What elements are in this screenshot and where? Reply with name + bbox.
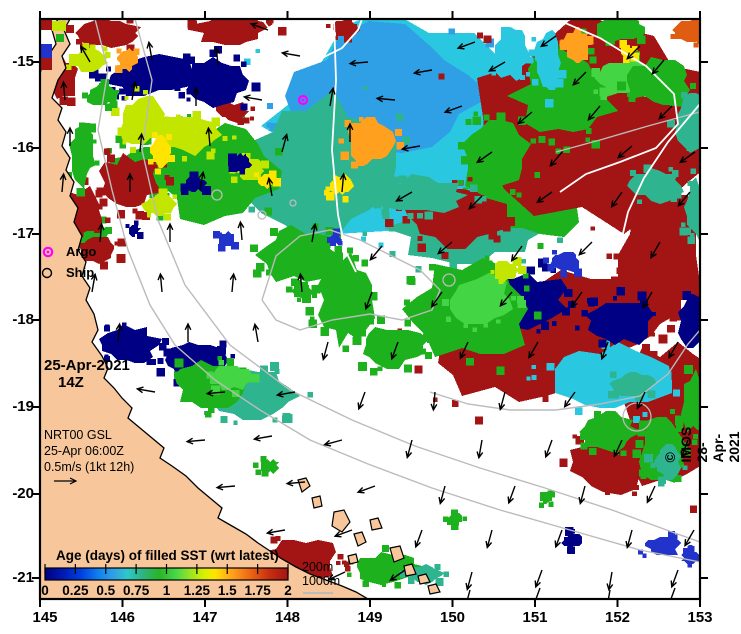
lon-tick-label: 145 xyxy=(32,609,58,626)
lat-tick-label: -16 xyxy=(12,139,34,156)
vector-scale-label: 0.5m/s (1kt 12h) xyxy=(44,460,135,474)
model-time-label: 25-Apr 06:00Z xyxy=(44,444,124,458)
lon-tick-label: 149 xyxy=(357,609,383,626)
depth-1000m-label: 1000m xyxy=(302,574,341,588)
land-layer xyxy=(41,20,441,598)
colorbar-tick-label: 2 xyxy=(284,583,292,598)
vector-scale-arrow xyxy=(54,477,78,485)
colorbar-title: Age (days) of filled SST (wrt latest) xyxy=(56,548,279,563)
lon-tick-label: 146 xyxy=(109,609,136,626)
lon-tick-label: 148 xyxy=(274,609,301,626)
argo-float-marker xyxy=(297,94,309,106)
lat-tick-label: -21 xyxy=(12,569,34,586)
sst-age-pixels-layer xyxy=(41,20,699,589)
map-layers xyxy=(41,20,699,598)
lat-tick-label: -17 xyxy=(12,225,34,242)
model-name-label: NRT00 GSL xyxy=(44,428,112,442)
axis-ticks xyxy=(32,11,708,607)
lat-tick-label: -15 xyxy=(12,53,34,70)
depth-200m-label: 200m xyxy=(302,560,334,574)
analysis-hour-label: 14Z xyxy=(58,374,84,391)
lon-tick-label: 152 xyxy=(604,609,631,626)
lon-tick-label: 151 xyxy=(522,609,548,626)
lat-tick-label: -18 xyxy=(12,311,34,328)
lon-tick-label: 147 xyxy=(192,609,218,626)
colorbar-tick-label: 1.5 xyxy=(217,583,237,598)
bathymetry-contours-layer xyxy=(94,20,699,563)
imos-watermark: © IMOS 28-Apr-2021 14:17 Hobart xyxy=(662,426,741,463)
colorbar-tick-label: 1.25 xyxy=(183,583,211,598)
colorbar-tick-label: 0 xyxy=(41,583,49,598)
lat-tick-label: -19 xyxy=(12,398,34,415)
colorbar xyxy=(44,564,289,581)
analysis-date-label: 25-Apr-2021 xyxy=(44,357,130,374)
argo-legend-label: Argo xyxy=(66,244,97,259)
colorbar-tick-label: 0.75 xyxy=(122,583,150,598)
lat-tick-label: -20 xyxy=(12,485,34,502)
ship-legend-label: Ship xyxy=(66,265,95,280)
current-vectors-layer xyxy=(59,22,696,598)
colorbar-tick-label: 1.75 xyxy=(244,583,271,598)
colorbar-tick-label: 0.25 xyxy=(62,583,89,598)
colorbar-tick-label: 1 xyxy=(162,583,171,598)
lon-tick-label: 150 xyxy=(439,609,466,626)
lon-tick-label: 153 xyxy=(687,609,713,626)
obs-legend-markers xyxy=(41,246,54,279)
colorbar-tick-label: 0.5 xyxy=(96,583,116,598)
